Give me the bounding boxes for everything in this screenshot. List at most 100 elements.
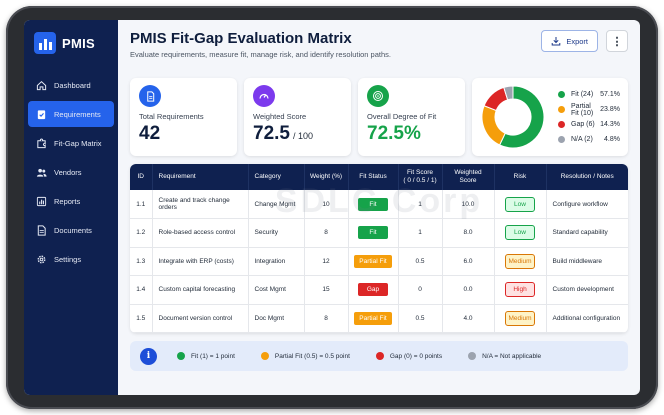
donut-slice-0[interactable] [498, 85, 545, 149]
legend-item: Gap (6) 14.3% [558, 117, 620, 132]
sidebar-item-label: Reports [54, 196, 81, 206]
fit-status-badge: Fit [358, 197, 388, 211]
table-row[interactable]: 1.1 Create and track change orders Change … [130, 190, 628, 219]
table-row[interactable]: 1.3 Integrate with ERP (costs) Integration… [130, 247, 628, 276]
cell-notes: Standard capability [546, 218, 628, 248]
cell-weight: 8 [304, 218, 349, 248]
sidebar-item-documents[interactable]: Documents [28, 217, 114, 243]
cell-score: 0.5 [398, 247, 443, 276]
kpi-total-requirements: Total Requirements 42 [130, 78, 237, 156]
scoring-legend: i Fit (1) = 1 point Partial Fit (0.5) = … [130, 341, 628, 371]
sidebar-item-label: Requirements [54, 109, 101, 119]
cell-score: 1 [398, 190, 443, 219]
fit-status-badge: Fit [358, 226, 388, 240]
cell-risk: Low [494, 218, 547, 248]
sidebar: PMIS Dashboard Requirements Fit-Gap Matr… [24, 20, 118, 395]
risk-badge: Low [505, 225, 535, 241]
cell-score: 1 [398, 218, 443, 248]
cell-notes: Custom development [546, 275, 628, 305]
legend-item: N/A = Not applicable [468, 352, 541, 360]
cell-category: Integration [248, 247, 305, 276]
legend-item: N/A (2) 4.8% [558, 132, 620, 147]
legend-item: Gap (0) = 0 points [375, 352, 442, 360]
cell-requirement: Create and track change orders [152, 190, 249, 219]
legend-dot [558, 106, 565, 113]
cell-category: Change Mgmt [248, 190, 305, 219]
sidebar-item-label: Settings [54, 254, 82, 264]
page-title: PMIS Fit-Gap Evaluation Matrix [130, 30, 352, 47]
table-row[interactable]: 1.2 Role-based access control Security 8 Fit… [130, 218, 628, 248]
legend-dot [558, 136, 565, 143]
cell-requirement: Integrate with ERP (costs) [152, 247, 249, 276]
export-button[interactable]: Export [541, 30, 598, 52]
clipboard-check-icon [37, 109, 46, 119]
legend-item: Partial Fit (0.5) = 0.5 point [260, 352, 350, 360]
table-row[interactable]: 1.5 Document version control Doc Mgmt 8 Part… [130, 304, 628, 333]
fit-status-badge: Partial Fit [354, 311, 392, 325]
col-category[interactable]: Category [248, 164, 305, 190]
sidebar-item-reports[interactable]: Reports [28, 188, 114, 214]
fit-distribution-card: Fit (24) 57.1% Partial Fit (10) 23.8% Gap … [472, 78, 628, 156]
donut-slice-1[interactable] [481, 105, 506, 146]
sidebar-item-dashboard[interactable]: Dashboard [28, 72, 114, 98]
cell-status: Fit [348, 218, 399, 248]
cell-status: Partial Fit [348, 304, 399, 333]
sidebar-item-settings[interactable]: Settings [28, 246, 114, 272]
col-fit-score[interactable]: Fit Score( 0 / 0.5 / 1) [398, 164, 443, 190]
cell-id: 1.1 [130, 190, 153, 219]
more-options-button[interactable]: ⋮ [606, 30, 628, 52]
page-header: PMIS Fit-Gap Evaluation Matrix Evaluate … [130, 30, 628, 68]
legend-dot [558, 121, 565, 128]
sidebar-item-requirements[interactable]: Requirements [28, 101, 114, 127]
cell-category: Cost Mgmt [248, 275, 305, 305]
donut-slice-3[interactable] [503, 85, 514, 101]
cell-id: 1.3 [130, 247, 153, 276]
legend-dot [177, 352, 185, 360]
col-requirement[interactable]: Requirement [152, 164, 249, 190]
sidebar-item-vendors[interactable]: Vendors [28, 159, 114, 185]
risk-badge: High [505, 282, 535, 298]
table-row[interactable]: 1.4 Custom capital forecasting Cost Mgmt 15… [130, 275, 628, 305]
col-weight[interactable]: Weight (%) [304, 164, 349, 190]
cell-weighted: 6.0 [442, 247, 495, 276]
cell-notes: Additional configuration [546, 304, 628, 333]
col-risk[interactable]: Risk [494, 164, 547, 190]
col-fit-status[interactable]: Fit Status [348, 164, 399, 190]
cell-weight: 12 [304, 247, 349, 276]
cell-status: Partial Fit [348, 247, 399, 276]
col-weighted-score[interactable]: Weighted Score [442, 164, 495, 190]
sidebar-item-label: Fit-Gap Matrix [54, 138, 102, 148]
document-list-icon [139, 85, 161, 107]
legend-dot [375, 352, 384, 360]
sidebar-item-fit-gap-matrix[interactable]: Fit-Gap Matrix [28, 130, 114, 156]
chart-icon [36, 196, 47, 206]
kpi-value: 42 [139, 123, 161, 144]
page-subtitle: Evaluate requirements, measure fit, mana… [130, 50, 391, 59]
kpi-label: Total Requirements [139, 112, 204, 121]
info-icon[interactable]: i [140, 347, 157, 365]
fit-status-badge: Partial Fit [354, 254, 392, 268]
col-id[interactable]: ID [130, 164, 153, 190]
sidebar-item-label: Dashboard [54, 80, 91, 90]
summary-cards: Total Requirements 42 Weighted Score 72.… [130, 78, 628, 156]
risk-badge: Medium [505, 253, 535, 269]
col-notes[interactable]: Resolution / Notes [546, 164, 628, 190]
cell-risk: Medium [494, 247, 547, 276]
kpi-value: 72.5/ 100 [253, 123, 314, 144]
legend-dot [558, 91, 565, 98]
gauge-icon [253, 85, 275, 107]
donut-slice-2[interactable] [483, 86, 509, 112]
cell-risk: Low [494, 190, 547, 219]
home-icon [36, 80, 47, 90]
cell-score: 0.5 [398, 304, 443, 333]
kpi-overall-fit: Overall Degree of Fit 72.5% [358, 78, 465, 156]
risk-badge: Low [505, 196, 535, 212]
target-icon [367, 85, 389, 107]
risk-badge: Medium [505, 310, 535, 326]
screen: PMIS Dashboard Requirements Fit-Gap Matr… [24, 20, 640, 395]
cell-notes: Build middleware [546, 247, 628, 276]
export-icon [552, 37, 561, 46]
cell-requirement: Custom capital forecasting [152, 275, 249, 305]
app-logo[interactable]: PMIS [24, 30, 118, 56]
cell-id: 1.2 [130, 218, 153, 248]
